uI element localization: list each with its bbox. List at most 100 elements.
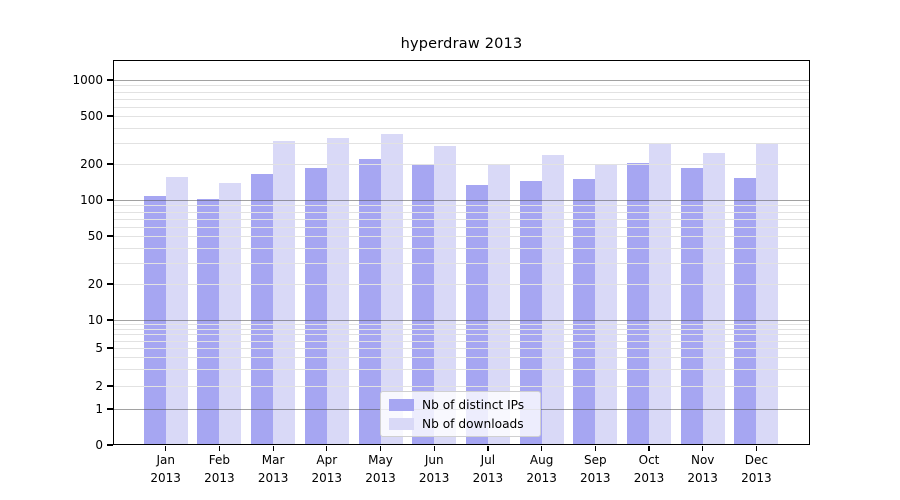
chart-title: hyperdraw 2013 [400,36,523,52]
y-tick-label: 100 [80,193,103,207]
legend: Nb of distinct IPs Nb of downloads [380,391,541,437]
legend-label-distinct-ips: Nb of distinct IPs [422,397,525,412]
minor-gridline [113,284,810,285]
x-tick-label-feb: Feb 2013 [189,452,249,487]
x-tick-mark [648,446,650,451]
bar-downloads-sep [595,165,618,445]
x-tick-year: 2013 [204,470,235,485]
x-tick-mark [326,446,328,451]
x-tick-month: Sep [583,453,607,467]
major-gridline [113,200,810,202]
x-tick-label-nov: Nov 2013 [673,452,733,487]
bar-downloads-apr [326,138,349,445]
x-tick-mark [218,446,221,451]
y-tick-label: 5 [95,341,103,355]
x-tick-year: 2013 [472,470,504,485]
bar-ips-sep [573,178,596,445]
y-tick-label: 1 [95,402,103,416]
x-tick-month: Feb [208,453,231,467]
x-tick-year: 2013 [526,470,557,485]
minor-gridline [113,205,810,207]
bar-ips-jun [412,164,435,445]
y-tick-mark [107,115,113,117]
bar-ips-nov [680,168,703,445]
minor-gridline [113,369,810,371]
bar-ips-aug [519,180,542,445]
minor-gridline [113,357,810,359]
bar-ips-oct [627,162,649,445]
bar-ips-may [358,159,381,445]
minor-gridline [113,247,810,249]
minor-gridline [113,98,810,100]
x-tick-month: Jul [480,453,496,467]
minor-gridline [113,262,810,264]
major-gridline [113,80,810,82]
x-tick-month: Mar [261,453,285,467]
x-tick-mark [755,446,758,451]
x-tick-mark [433,446,435,451]
x-tick-month: Aug [529,453,554,467]
x-tick-label-aug: Aug 2013 [512,452,572,487]
x-tick-label-sep: Sep 2013 [565,452,625,487]
y-tick-label: 20 [87,277,103,291]
x-tick-year: 2013 [418,470,450,485]
x-tick-month: Jun [424,453,444,467]
bar-downloads-nov [702,153,725,445]
x-tick-month: Apr [316,453,338,467]
x-tick-label-jan: Jan 2013 [136,452,196,487]
minor-gridline [113,116,810,117]
bar-ips-jul [465,184,488,445]
y-tick-label: 200 [80,157,103,171]
y-tick-label: 2 [95,379,103,393]
y-tick-label: 1000 [72,73,103,87]
minor-gridline [113,348,810,349]
x-tick-month: May [368,453,393,467]
minor-gridline [113,127,810,129]
y-tick-label: 50 [87,229,103,243]
minor-gridline [113,329,810,330]
x-tick-label-dec: Dec 2013 [726,452,786,487]
minor-gridline [113,211,810,213]
minor-gridline [113,106,810,108]
x-tick-year: 2013 [257,470,289,485]
y-tick-mark [107,79,113,81]
x-tick-year: 2013 [580,470,611,485]
y-tick-mark [107,444,113,446]
bar-ips-dec [734,178,757,445]
x-tick-mark [702,446,704,451]
x-tick-month: Nov [690,453,715,467]
major-gridline [113,320,810,322]
y-tick-mark [107,385,113,387]
minor-gridline [113,142,810,144]
legend-item-distinct-ips: Nb of distinct IPs [389,396,532,413]
y-tick-mark [107,199,113,201]
y-tick-label: 10 [87,313,103,327]
x-tick-mark [272,446,274,451]
x-tick-label-oct: Oct 2013 [619,452,679,487]
x-tick-year: 2013 [311,470,343,485]
legend-label-downloads: Nb of downloads [422,416,524,431]
minor-gridline [113,91,810,93]
x-tick-month: Jan [156,453,175,467]
x-tick-label-jun: Jun 2013 [404,452,464,487]
x-tick-mark [594,446,596,451]
minor-gridline [113,236,810,237]
x-tick-year: 2013 [633,470,665,485]
axes-spines [113,60,810,445]
minor-gridline [113,340,810,342]
x-tick-mark [379,446,382,451]
x-tick-year: 2013 [150,470,181,485]
minor-gridline [113,218,810,220]
x-tick-year: 2013 [687,470,718,485]
x-tick-year: 2013 [365,470,396,485]
bar-downloads-jul [487,164,510,445]
minor-gridline [113,324,810,326]
minor-gridline [113,226,810,228]
bar-ips-feb [197,199,220,445]
y-tick-label: 500 [80,109,103,123]
x-tick-label-mar: Mar 2013 [243,452,303,487]
bar-ips-mar [251,173,274,445]
minor-gridline [113,85,810,87]
